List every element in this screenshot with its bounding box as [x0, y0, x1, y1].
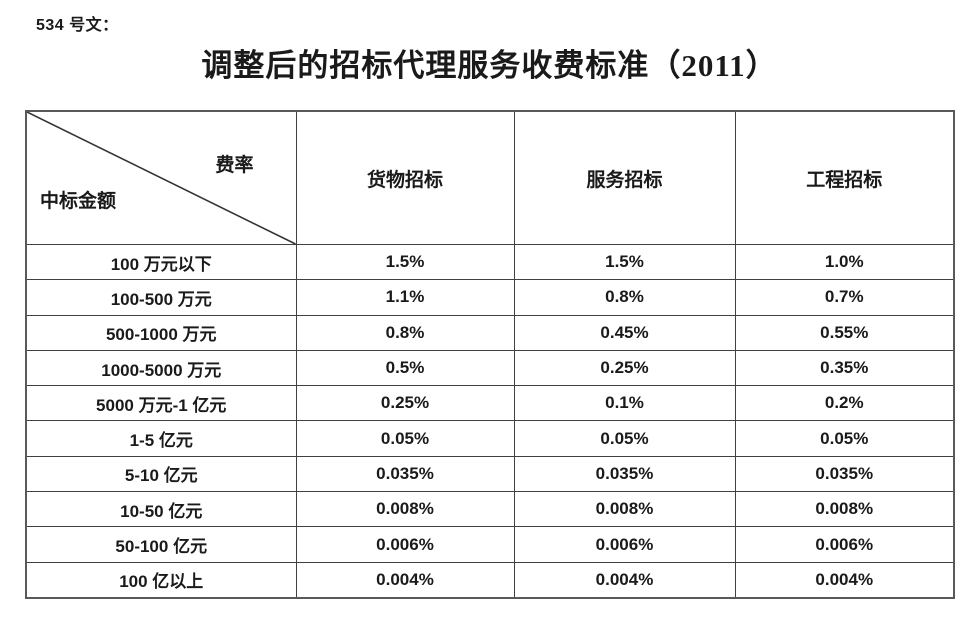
doc-number-label: 534 号文： [36, 17, 119, 34]
row-label: 100 万元以下 [25, 243, 297, 281]
rate-cell: 0.004% [295, 561, 515, 599]
row-label: 10-50 亿元 [25, 491, 297, 528]
row-label: 1-5 亿元 [25, 420, 297, 457]
rate-cell: 0.25% [295, 385, 515, 422]
rate-cell: 0.035% [734, 455, 955, 493]
table-row: 500-1000 万元 0.8% 0.45% 0.55% [25, 314, 955, 351]
row-label: 5-10 亿元 [25, 455, 297, 493]
table-row: 10-50 亿元 0.008% 0.008% 0.008% [25, 491, 955, 528]
table-row: 5000 万元-1 亿元 0.25% 0.1% 0.2% [25, 385, 955, 422]
table-row: 1000-5000 万元 0.5% 0.25% 0.35% [25, 349, 955, 387]
rate-cell: 1.5% [295, 243, 515, 281]
corner-label-amount: 中标金额 [40, 191, 117, 212]
rate-cell: 0.006% [513, 526, 736, 563]
table-row: 1-5 亿元 0.05% 0.05% 0.05% [25, 420, 955, 457]
table-header-row: 费率 中标金额 货物招标 服务招标 工程招标 [25, 110, 955, 245]
rate-cell: 0.035% [513, 455, 736, 493]
column-header-goods-bidding: 货物招标 [295, 110, 515, 245]
rate-cell: 0.008% [734, 491, 955, 528]
rate-cell: 0.8% [513, 279, 736, 316]
rate-cell: 0.8% [295, 314, 515, 351]
rate-cell: 0.55% [734, 314, 955, 351]
diagonal-header-cell: 费率 中标金额 [25, 110, 297, 245]
rate-cell: 0.035% [295, 455, 515, 493]
rate-cell: 0.004% [734, 561, 955, 599]
table-row: 100-500 万元 1.1% 0.8% 0.7% [25, 279, 955, 316]
row-label: 1000-5000 万元 [25, 349, 297, 387]
column-header-service-bidding: 服务招标 [513, 110, 736, 245]
rate-cell: 1.0% [734, 243, 955, 281]
corner-label-rate: 费率 [215, 155, 254, 176]
rate-cell: 0.008% [513, 491, 736, 528]
rate-cell: 0.25% [513, 349, 736, 387]
rate-cell: 0.05% [295, 420, 515, 457]
rate-cell: 0.1% [513, 385, 736, 422]
row-label: 5000 万元-1 亿元 [25, 385, 297, 422]
table-row: 100 万元以下 1.5% 1.5% 1.0% [25, 243, 955, 281]
page-title: 调整后的招标代理服务收费标准（2011） [201, 48, 778, 83]
rate-cell: 0.7% [734, 279, 955, 316]
row-label: 100 亿以上 [25, 561, 297, 599]
rate-cell: 0.05% [513, 420, 736, 457]
row-label: 50-100 亿元 [25, 526, 297, 563]
rate-cell: 0.004% [513, 561, 736, 599]
rate-cell: 0.2% [734, 385, 955, 422]
table-row: 5-10 亿元 0.035% 0.035% 0.035% [25, 455, 955, 493]
rate-cell: 0.006% [734, 526, 955, 563]
table-row: 100 亿以上 0.004% 0.004% 0.004% [25, 561, 955, 599]
rate-cell: 1.1% [295, 279, 515, 316]
table-row: 50-100 亿元 0.006% 0.006% 0.006% [25, 526, 955, 563]
diagonal-line [27, 112, 296, 244]
row-label: 500-1000 万元 [25, 314, 297, 351]
rate-cell: 0.45% [513, 314, 736, 351]
rate-cell: 0.008% [295, 491, 515, 528]
fee-table: 费率 中标金额 货物招标 服务招标 工程招标 100 万元以下 1.5% 1.5… [25, 110, 955, 599]
rate-cell: 0.006% [295, 526, 515, 563]
row-label: 100-500 万元 [25, 279, 297, 316]
rate-cell: 0.5% [295, 349, 515, 387]
column-header-engineering-bidding: 工程招标 [734, 110, 955, 245]
rate-cell: 0.35% [734, 349, 955, 387]
rate-cell: 1.5% [513, 243, 736, 281]
rate-cell: 0.05% [734, 420, 955, 457]
